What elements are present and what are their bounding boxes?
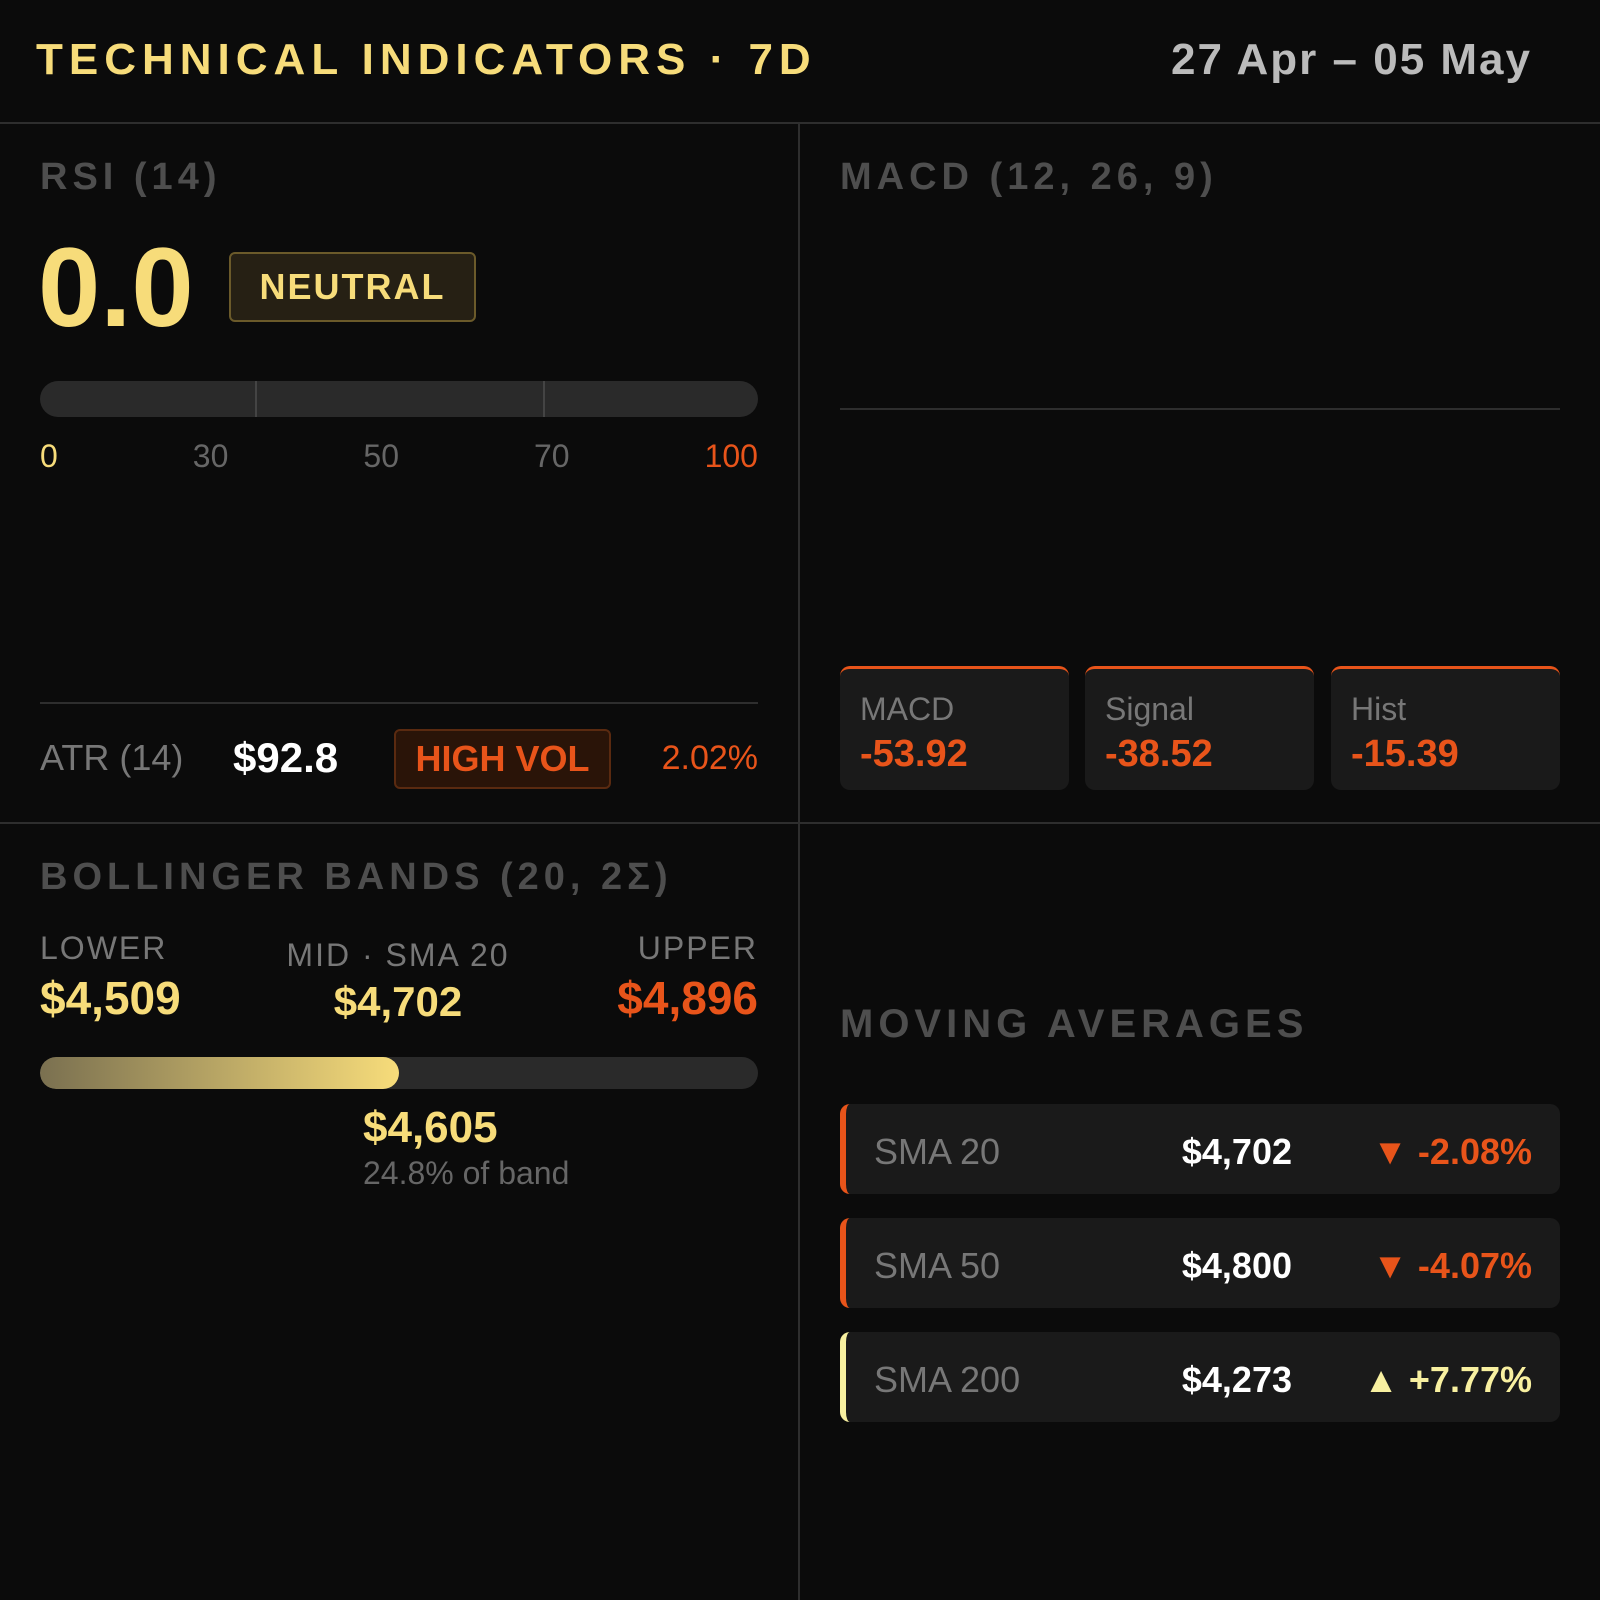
- band-label: UPPER: [637, 930, 758, 966]
- divider: [40, 702, 758, 704]
- ma-change: ▼ -2.08%: [1372, 1131, 1532, 1172]
- stat-label: Hist: [1351, 691, 1407, 727]
- section-title: MACD (12, 26, 9): [840, 156, 1218, 198]
- scale-label: 0: [40, 438, 58, 474]
- stat-card: MACD -53.92: [840, 666, 1069, 790]
- zone-line: [542, 381, 545, 417]
- atr-value: $92.8: [233, 734, 339, 781]
- stat-value: -15.39: [1351, 733, 1459, 775]
- rsi-value: 0.0: [38, 225, 194, 350]
- stat-card: Hist -15.39: [1331, 666, 1560, 790]
- divider: [0, 122, 1600, 124]
- ma-name: SMA 200: [874, 1359, 1021, 1400]
- band-position: 24.8% of band: [363, 1155, 570, 1191]
- section-title: MOVING AVERAGES: [840, 1002, 1309, 1046]
- band-track: [40, 1057, 758, 1089]
- ma-name: SMA 50: [874, 1245, 1001, 1286]
- atr-percent: 2.02%: [661, 739, 758, 777]
- status-badge: NEUTRAL: [229, 252, 476, 322]
- ma-row: SMA 50 $4,800 ▼ -4.07%: [840, 1218, 1560, 1308]
- stat-label: Signal: [1105, 691, 1194, 727]
- band-value: $4,509: [40, 972, 181, 1024]
- scale-label: 50: [363, 438, 399, 474]
- rsi-scale: 0 30 50 70 100: [40, 440, 758, 472]
- band-label: MID · SMA 20: [286, 937, 510, 973]
- section-title: RSI (14): [40, 156, 222, 198]
- vol-badge: HIGH VOL: [394, 729, 611, 789]
- stat-card: Signal -38.52: [1085, 666, 1314, 790]
- stat-label: MACD: [860, 691, 955, 727]
- ma-row: SMA 20 $4,702 ▼ -2.08%: [840, 1104, 1560, 1194]
- scale-label: 70: [533, 438, 570, 474]
- ma-value: $4,800: [1181, 1245, 1292, 1286]
- zero-line: [840, 408, 1560, 410]
- ma-value: $4,702: [1181, 1131, 1292, 1172]
- zone-line: [255, 381, 258, 417]
- band-value: $4,702: [333, 978, 463, 1025]
- divider: [0, 822, 1600, 824]
- price: $4,605: [363, 1103, 498, 1152]
- band-value: $4,896: [617, 972, 758, 1024]
- atr-label: ATR (14): [40, 737, 184, 778]
- stat-value: -38.52: [1105, 733, 1213, 775]
- band-fill: [40, 1057, 399, 1089]
- band-label: LOWER: [40, 930, 168, 966]
- divider: [798, 122, 800, 1600]
- scale-label: 100: [704, 438, 758, 474]
- rsi-track: [40, 381, 758, 417]
- stat-value: -53.92: [860, 733, 968, 775]
- ma-name: SMA 20: [874, 1131, 1001, 1172]
- section-title: BOLLINGER BANDS (20, 2Σ): [40, 856, 673, 898]
- ma-change: ▼ -4.07%: [1372, 1245, 1532, 1286]
- ma-value: $4,273: [1181, 1359, 1292, 1400]
- ma-row: SMA 200 $4,273 ▲ +7.77%: [840, 1332, 1560, 1422]
- date-range: 27 Apr – 05 May: [1171, 35, 1532, 84]
- scale-label: 30: [192, 438, 229, 474]
- page-title: TECHNICAL INDICATORS · 7D: [36, 35, 817, 84]
- ma-change: ▲ +7.77%: [1363, 1359, 1532, 1400]
